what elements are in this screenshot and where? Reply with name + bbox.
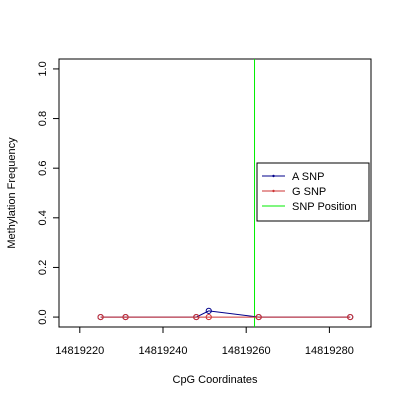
legend-g-snp-marker (272, 189, 275, 193)
y-tick-label: 0.4 (37, 210, 49, 225)
y-tick-label: 0.0 (37, 309, 49, 324)
series-layer (97, 307, 354, 321)
g-snp-point (347, 313, 354, 321)
legend-box (256, 162, 370, 222)
g-snp-point (193, 313, 200, 321)
a-snp-line (100, 310, 351, 318)
g-snp-point (97, 313, 104, 321)
legend-a-snp-label: A SNP (292, 171, 324, 183)
x-tick-label: 14819280 (305, 345, 354, 357)
a-snp-point (205, 307, 212, 314)
x-axis: 14819220 14819240 14819260 14819280 (55, 326, 354, 357)
g-snp-point (255, 313, 262, 321)
x-tick-label: 14819220 (55, 345, 104, 357)
y-tick-label: 0.2 (37, 260, 49, 275)
g-snp-point (122, 313, 129, 321)
legend: A SNP G SNP SNP Position (256, 162, 370, 222)
y-axis-label: Methylation Frequency (6, 137, 18, 249)
y-tick-label: 0.6 (37, 161, 49, 176)
x-tick-label: 14819240 (139, 345, 188, 357)
legend-snp-position-label: SNP Position (292, 201, 357, 213)
x-tick-label: 14819260 (222, 345, 271, 357)
y-axis: 0.0 0.2 0.4 0.6 0.8 1.0 (37, 61, 60, 325)
x-axis-label: CpG Coordinates (173, 374, 258, 386)
y-tick-label: 0.8 (37, 111, 49, 126)
legend-a-snp-marker (272, 174, 275, 178)
y-tick-label: 1.0 (37, 61, 49, 76)
legend-g-snp-label: G SNP (292, 186, 326, 198)
g-snp-point (205, 313, 212, 321)
